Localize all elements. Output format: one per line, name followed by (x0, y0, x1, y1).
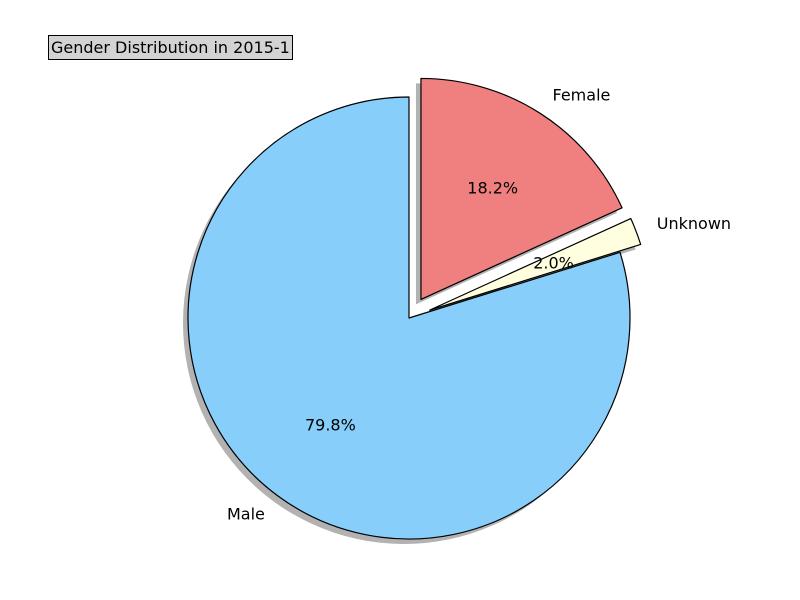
chart-title: Gender Distribution in 2015-1 (48, 35, 293, 60)
slice-label-female: Female (553, 85, 611, 104)
slice-labels: Female 18.2% Unknown 2.0% Male 79.8% (227, 85, 731, 523)
slice-female (420, 77, 623, 301)
slice-label-male: Male (227, 504, 265, 523)
slice-value-male: 79.8% (305, 415, 356, 434)
slices (187, 77, 642, 540)
slice-label-unknown: Unknown (657, 214, 731, 233)
slice-unknown (429, 217, 642, 311)
slice-male (187, 96, 631, 540)
slice-value-unknown: 2.0% (533, 253, 574, 272)
slice-value-female: 18.2% (467, 178, 518, 197)
